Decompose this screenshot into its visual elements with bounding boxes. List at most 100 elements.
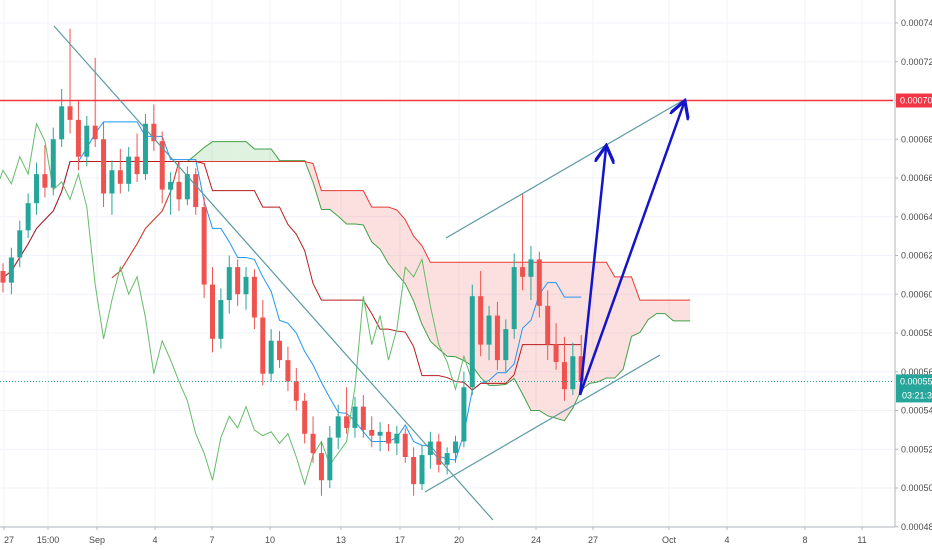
candle-body [545,305,551,345]
cloud-segment [556,262,565,421]
cloud-segment [547,262,557,419]
candle-body [578,356,584,382]
candle-body [59,106,65,140]
candle-body [168,181,174,190]
cloud-segment [639,300,649,333]
candle-body [411,457,417,485]
cloud-segment [623,276,632,370]
candle-body [352,406,358,428]
cloud-segment [262,148,272,162]
descending-trend-line [53,25,494,521]
channel-lower-line [424,354,661,493]
candle-body [277,340,283,361]
last-price-label: 0.000555 [900,376,932,386]
cloud-segment [480,262,490,386]
candle-body [453,441,459,454]
candle-body [561,362,567,390]
candle-body [461,387,467,442]
candle-body [327,437,333,481]
candle-body [293,381,299,401]
cloud-segment [388,207,397,274]
cloud-segment [614,276,624,379]
candle-body [0,271,6,283]
cloud-segment [673,300,682,321]
time-tick-label: 20 [454,535,464,545]
candle-body [394,433,400,444]
candle-body [201,207,207,285]
candle-body [427,441,433,456]
cloud-segment [329,190,339,217]
candle-body [511,267,517,330]
candle-body [184,174,190,200]
candle-body [377,431,383,436]
cloud-segment [455,262,464,361]
cloud-segment [447,262,456,357]
lagging-span [0,122,473,486]
cloud-segment [313,163,322,210]
cloud-segment [665,300,674,321]
time-tick-label: 7 [209,535,214,545]
candle-body [159,141,165,190]
base-line [2,161,582,391]
candle-body [142,123,148,175]
time-tick-label: Sep [89,535,105,545]
candle-body [494,315,500,361]
candles [0,28,584,496]
cloud-segment [564,262,573,421]
candle-body [243,276,249,295]
candle-body [126,156,132,184]
level-price-tag [896,93,932,108]
cloud-segment [195,147,205,162]
candle-body [503,329,509,361]
indicator-lines [0,121,582,486]
candle-body [436,441,442,465]
candle-body [469,296,475,388]
cloud-segment [237,141,247,162]
cloud-segment [338,190,347,225]
time-tick-label: 8 [802,535,807,545]
cloud-segment [254,148,263,162]
candle-body [8,257,14,283]
candle-body [25,203,31,231]
time-tick-label: 4 [724,535,729,545]
candle-body [42,174,48,188]
cloud-segment [346,190,355,225]
cloud-segment [413,236,422,325]
time-axis[interactable]: 27 15:00 Sep 4 7 10 13 17 20 24 27 Oct 4 8 11 [0,526,895,545]
candle-body [318,453,324,481]
time-tick-label: 4 [152,535,157,545]
trend-drawings [0,25,893,521]
candle-body [84,125,90,157]
candle-body [34,174,40,204]
cloud-segment [597,262,607,382]
cloud-segment [371,207,381,250]
candle-body [151,123,157,142]
candle-body [478,296,484,345]
candle-body [486,315,492,345]
candle-body [419,455,425,485]
projection-arrow-short [578,148,606,396]
time-tick-label: 17 [395,535,405,545]
candle-body [528,259,534,277]
candle-body [385,431,391,444]
channel-upper-line [445,100,683,239]
cloud-segment [606,262,615,379]
cloud-segment [321,190,330,210]
candle-body [75,119,81,157]
cloud-segment [212,141,221,162]
time-tick-label: Oct [662,535,677,545]
candle-body [520,267,526,277]
candle-body [402,433,408,457]
cloud-segment [656,300,666,314]
candle-body [251,276,257,318]
